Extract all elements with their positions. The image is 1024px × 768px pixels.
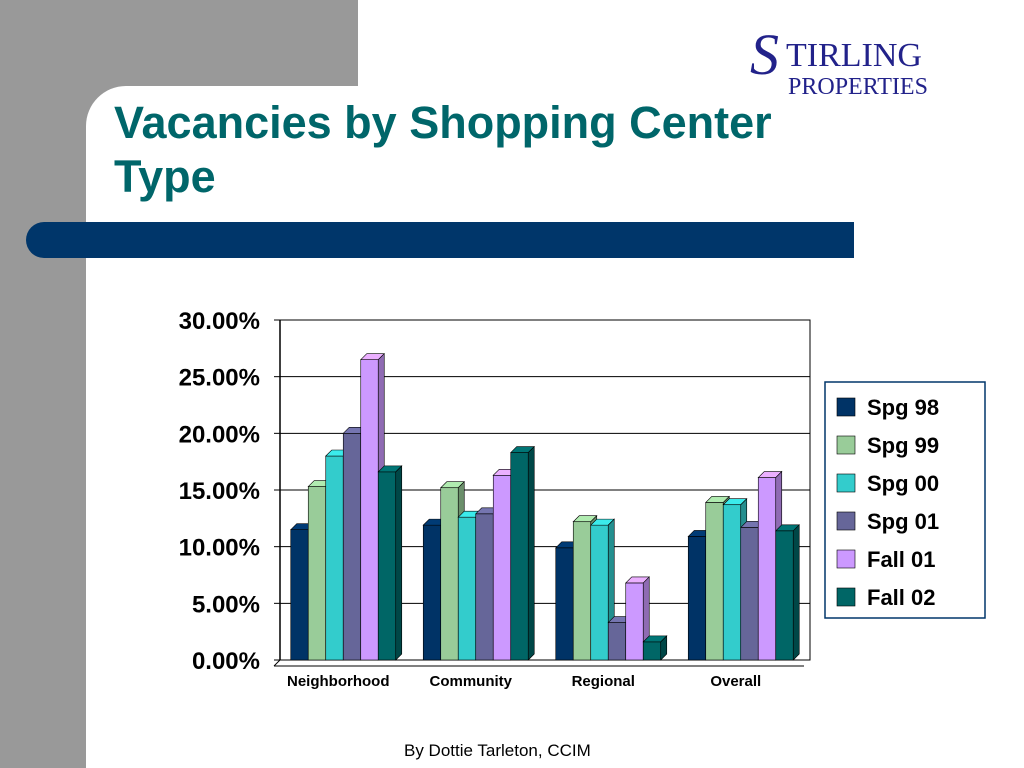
bar-side [527, 445, 535, 661]
legend-swatch [836, 587, 856, 607]
bar-front [290, 529, 309, 661]
y-tick-label: 5.00% [192, 591, 260, 618]
bar-community-fall-02 [510, 445, 535, 661]
logo-line2: PROPERTIES [788, 74, 928, 100]
bar-front [705, 502, 724, 661]
y-tick-label: 30.00% [179, 308, 260, 335]
legend-label: Fall 01 [867, 547, 935, 572]
title-underline-band [26, 222, 854, 258]
bar-front [555, 547, 574, 661]
bar-side [660, 635, 668, 661]
x-axis-floor-edge [273, 659, 281, 667]
bar-front [722, 504, 742, 661]
bars [290, 352, 800, 661]
bar-front [572, 521, 592, 661]
legend-label: Spg 99 [867, 433, 939, 458]
footer-credit: By Dottie Tarleton, CCIM [404, 741, 591, 760]
bar-overall-fall-02 [775, 524, 800, 661]
legend-label: Spg 01 [867, 509, 939, 534]
background-white-top [358, 0, 1024, 90]
legend-swatch [836, 397, 856, 417]
bar-front [740, 527, 759, 661]
bar-front [757, 477, 777, 661]
y-tick-label: 15.00% [179, 478, 260, 505]
legend-swatch [836, 473, 856, 493]
legend-swatch [836, 511, 856, 531]
legend-box [824, 381, 986, 619]
company-logo: S TIRLING PROPERTIES [748, 22, 958, 102]
bar-front [590, 524, 609, 661]
bar-front [607, 622, 627, 661]
bar-front [625, 582, 644, 661]
slide-title: Vacancies by Shopping Center Type [114, 97, 772, 202]
y-tick-label: 0.00% [192, 648, 260, 675]
y-tick-label: 20.00% [179, 421, 260, 448]
bar-front [377, 471, 397, 661]
bar-front [510, 452, 529, 661]
bar-front [342, 433, 362, 661]
bar-front [642, 641, 662, 661]
legend-swatch [836, 549, 856, 569]
bar-front [360, 359, 379, 661]
legend-label: Spg 98 [867, 395, 939, 420]
bar-front [775, 530, 794, 661]
x-tick-label: Community [430, 673, 513, 690]
bar-front [492, 474, 512, 661]
x-tick-label: Overall [710, 673, 761, 690]
bar-side [792, 524, 800, 661]
stirling-logo-graphic: S TIRLING PROPERTIES [750, 22, 928, 100]
bar-front [457, 516, 477, 661]
legend-label: Fall 02 [867, 585, 935, 610]
svg-text:S: S [750, 22, 779, 87]
bar-front [440, 487, 459, 661]
bar-front [422, 524, 442, 661]
x-tick-label: Regional [572, 673, 635, 690]
x-tick-label: Neighborhood [287, 673, 389, 690]
legend-swatch [836, 435, 856, 455]
bar-front [325, 455, 344, 661]
y-tick-label: 10.00% [179, 535, 260, 562]
bar-front [307, 486, 327, 661]
bar-side [395, 465, 403, 661]
logo-line1: TIRLING [786, 37, 922, 74]
y-tick-label: 25.00% [179, 365, 260, 392]
bar-regional-fall-02 [642, 635, 668, 661]
axes [273, 319, 804, 667]
legend: Spg 98 Spg 99 Spg 00 Spg 01 Fall 01 Fall 02 [824, 381, 986, 619]
bar-neighborhood-fall-02 [377, 465, 403, 661]
tick-labels: 0.00% 5.00% 10.00% 15.00% 20.00% 25.00% 30.00%… [179, 308, 762, 690]
legend-label: Spg 00 [867, 471, 939, 496]
bar-front [687, 536, 707, 661]
bar-front [475, 513, 494, 661]
